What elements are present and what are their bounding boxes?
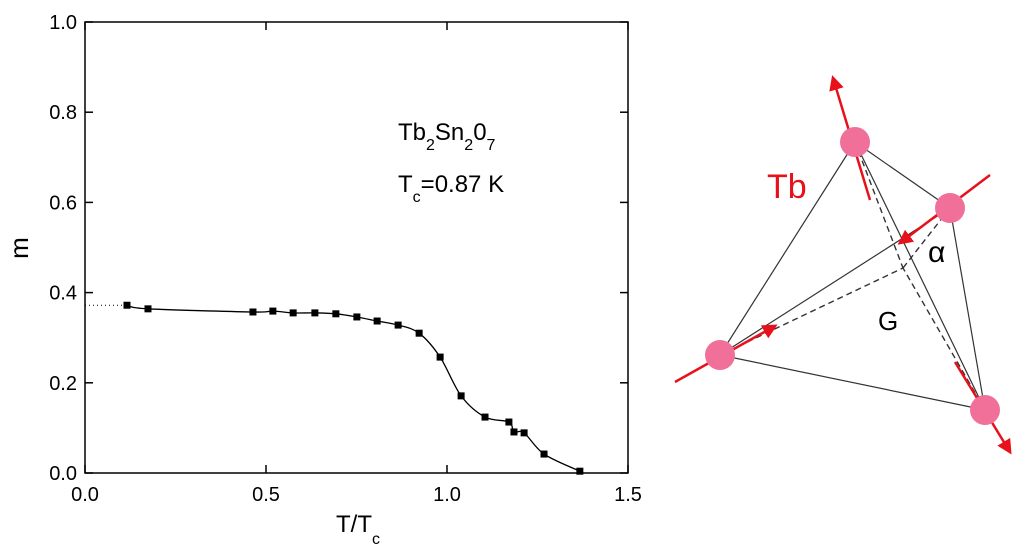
y-tick-label: 0.4 — [49, 283, 77, 305]
y-tick-label: 0.6 — [49, 192, 77, 214]
data-point — [510, 428, 518, 436]
x-tick-label: 1.5 — [614, 484, 642, 506]
data-point — [269, 307, 277, 315]
data-point — [144, 305, 152, 313]
annotation-sub: c — [413, 189, 421, 206]
annotation-sub: 2 — [426, 137, 435, 154]
x-tick-label: 0.5 — [252, 484, 280, 506]
y-tick-label: 0.0 — [49, 463, 77, 485]
annotation-part: Tb — [398, 119, 426, 146]
center-lines — [719, 141, 986, 411]
data-point — [457, 392, 465, 400]
data-point — [373, 317, 381, 325]
data-point — [481, 413, 489, 421]
data-point — [436, 353, 444, 361]
data-line — [126, 304, 581, 472]
x-axis-label-sub: c — [372, 531, 380, 548]
data-point — [311, 309, 319, 317]
data-point — [520, 429, 528, 437]
plot-frame — [84, 21, 629, 474]
y-tick-label: 1.0 — [49, 12, 77, 34]
data-point — [123, 301, 131, 309]
annotation-part: =0.87 K — [421, 171, 504, 198]
annotation-sub: 7 — [487, 137, 496, 154]
annotation-part: T — [398, 171, 413, 198]
annotation: Tc=0.87 K — [398, 171, 504, 206]
x-tick-label: 0.0 — [71, 484, 99, 506]
data-point — [332, 310, 340, 318]
annotation-part: 0 — [473, 119, 486, 146]
data-point — [505, 418, 513, 426]
data-point — [394, 321, 402, 329]
data-point — [540, 450, 548, 458]
x-tick-label: 1.0 — [433, 484, 461, 506]
label-alpha: α — [928, 236, 945, 269]
y-axis-label: m — [4, 237, 34, 259]
y-tick-label: 0.8 — [49, 102, 77, 124]
atoms — [705, 127, 1000, 425]
y-tick-label: 0.2 — [49, 373, 77, 395]
data-point — [289, 309, 297, 317]
x-axis-label-main: T/T — [336, 511, 372, 538]
x-axis-label: T/Tc — [336, 511, 380, 548]
label-tb: Tb — [767, 168, 807, 206]
data-point — [576, 467, 584, 475]
data-point — [415, 329, 423, 337]
annotation-sub: 2 — [464, 137, 473, 154]
data-point — [249, 308, 257, 316]
label-g: G — [878, 306, 898, 336]
data-point — [353, 313, 361, 321]
annotation: Tb2Sn207 — [398, 119, 496, 154]
tetrahedron-diagram: Tb α G — [674, 75, 1012, 455]
annotation-part: Sn — [435, 119, 464, 146]
edges — [719, 141, 986, 411]
